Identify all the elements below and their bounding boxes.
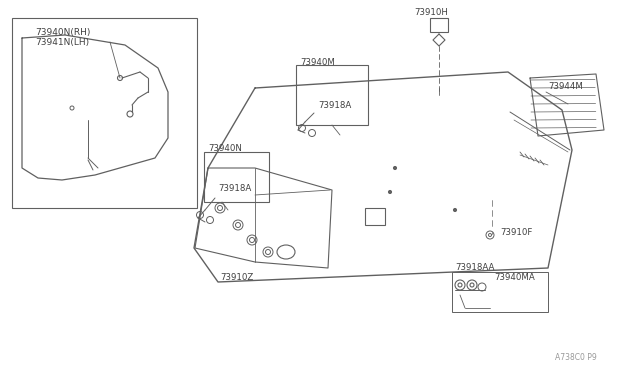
Circle shape bbox=[454, 208, 456, 212]
Bar bbox=[204, 152, 269, 202]
Text: 73944M: 73944M bbox=[548, 81, 583, 90]
Bar bbox=[296, 65, 368, 125]
Text: 73910H: 73910H bbox=[414, 7, 448, 16]
Text: 73918AA: 73918AA bbox=[455, 263, 494, 273]
Text: 73940N: 73940N bbox=[208, 144, 242, 153]
Text: 73910Z: 73910Z bbox=[220, 273, 253, 282]
Text: 73941N(LH): 73941N(LH) bbox=[35, 38, 89, 46]
Bar bbox=[12, 18, 197, 208]
Text: 73918A: 73918A bbox=[218, 183, 252, 192]
Text: 73910F: 73910F bbox=[500, 228, 532, 237]
Bar bbox=[452, 272, 548, 312]
Bar bbox=[430, 18, 448, 32]
Circle shape bbox=[388, 190, 392, 193]
Bar bbox=[365, 208, 385, 225]
Circle shape bbox=[394, 167, 397, 170]
Text: 73940M: 73940M bbox=[300, 58, 335, 67]
Text: 73940N(RH): 73940N(RH) bbox=[35, 28, 90, 36]
Text: 73940MA: 73940MA bbox=[494, 273, 535, 282]
Text: 73918A: 73918A bbox=[318, 100, 351, 109]
Text: A738C0 P9: A738C0 P9 bbox=[555, 353, 596, 362]
